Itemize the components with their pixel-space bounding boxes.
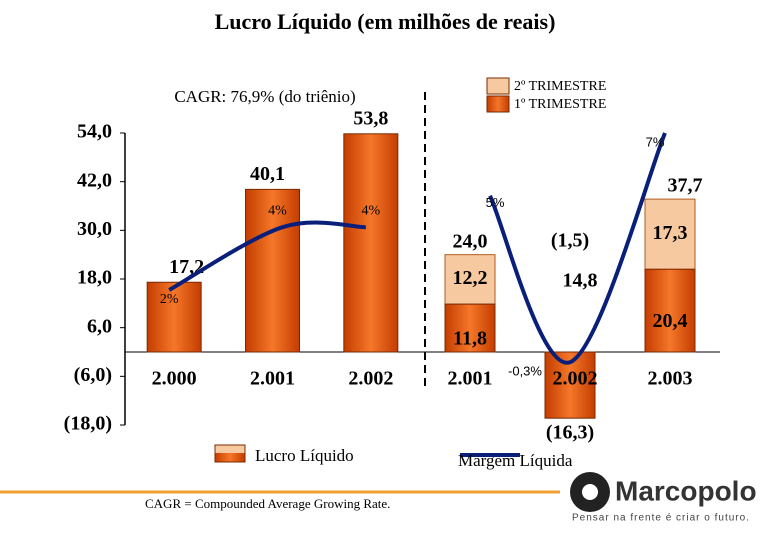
x-tick-label: 2.002 — [553, 368, 598, 390]
legend-label: Margem Líquida — [458, 451, 573, 470]
margin-label: 2% — [160, 292, 179, 307]
value-label: 12,2 — [453, 267, 488, 289]
margin-line — [488, 132, 667, 365]
value-label: 14,8 — [563, 270, 598, 292]
legend-swatch — [214, 444, 246, 463]
bar-segment — [644, 268, 696, 353]
y-tick-label: 18,0 — [77, 267, 112, 289]
bar-segment — [444, 303, 496, 353]
margin-label: -0,3% — [508, 364, 542, 379]
value-label: 17,3 — [653, 222, 688, 244]
total-label: 24,0 — [453, 230, 488, 252]
y-tick-label: 54,0 — [77, 121, 112, 143]
margin-label: 7% — [646, 134, 665, 149]
x-tick-label: 2.001 — [448, 368, 493, 390]
bar — [343, 133, 399, 353]
value-label: (16,3) — [546, 422, 594, 444]
legend-label: Lucro Líquido — [255, 446, 354, 465]
y-tick-label: (6,0) — [74, 364, 112, 386]
legend-swatch — [486, 95, 510, 113]
y-tick-label: 30,0 — [77, 218, 112, 240]
margin-label: 5% — [486, 195, 505, 210]
tagline: Pensar na frente é criar o futuro. — [572, 513, 750, 524]
bar — [245, 188, 300, 353]
value-label: 40,1 — [250, 163, 285, 185]
total-label: 37,7 — [668, 175, 703, 197]
chart-title: Lucro Líquido (em milhões de reais) — [215, 9, 556, 34]
y-tick-label: 42,0 — [77, 169, 112, 191]
bar-segment — [444, 254, 496, 305]
x-tick-label: 2.003 — [648, 368, 693, 390]
bar — [146, 281, 202, 353]
x-tick-label: 2.002 — [348, 368, 393, 390]
annotation: CAGR: 76,9% (do triênio) — [174, 87, 355, 106]
total-label: (1,5) — [551, 230, 589, 252]
value-label: 11,8 — [453, 328, 487, 350]
margin-label: 4% — [361, 203, 380, 218]
legend-swatch — [215, 453, 245, 462]
logo-icon — [582, 484, 598, 500]
legend-swatch — [486, 77, 510, 95]
bar-segment — [644, 198, 696, 270]
value-label: 53,8 — [353, 107, 388, 129]
y-tick-label: 6,0 — [87, 315, 112, 337]
x-tick-label: 2.001 — [250, 368, 295, 390]
logo: Marcopolo — [615, 475, 757, 506]
y-tick-label: (18,0) — [64, 413, 112, 435]
legend-swatch — [215, 445, 245, 453]
footnote: CAGR = Compounded Average Growing Rate. — [145, 496, 390, 511]
legend-label: 1º TRIMESTRE — [514, 97, 606, 112]
margin-label: 4% — [268, 203, 287, 218]
legend-label: 2º TRIMESTRE — [514, 79, 606, 94]
value-label: 20,4 — [653, 310, 688, 332]
x-tick-label: 2.000 — [152, 368, 197, 390]
value-label: 17,2 — [169, 256, 204, 278]
margin-line — [168, 220, 366, 292]
